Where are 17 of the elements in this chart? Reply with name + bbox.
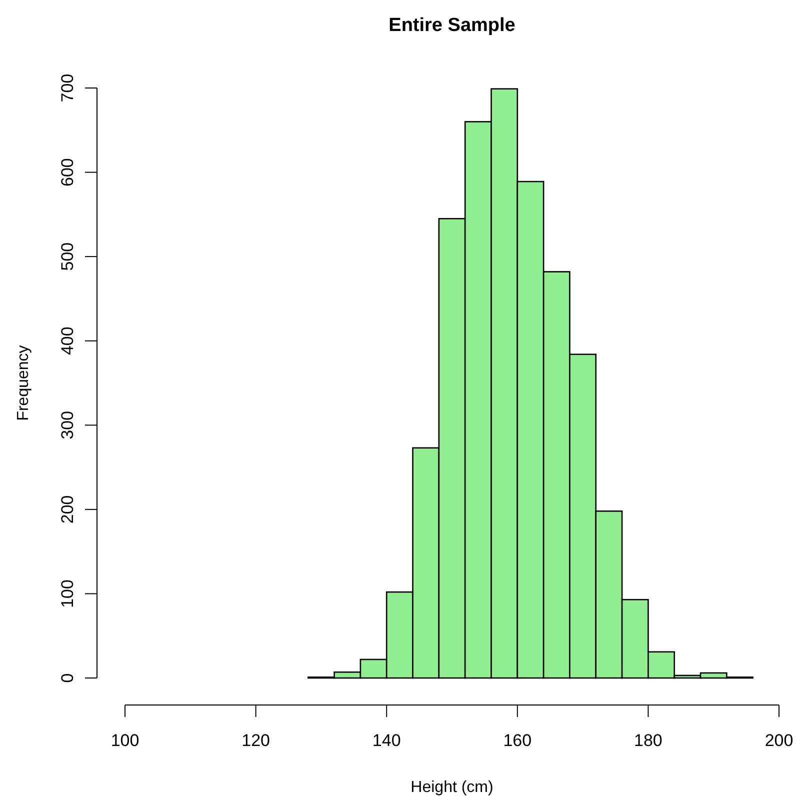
y-tick-label: 300	[58, 410, 77, 440]
x-tick-label: 100	[110, 731, 140, 750]
y-tick-label: 700	[58, 74, 77, 102]
y-tick-label: 400	[58, 326, 77, 356]
x-axis-title: Height (cm)	[410, 779, 494, 796]
x-tick-label: 140	[372, 731, 401, 750]
x-tick-label: 200	[764, 731, 794, 750]
y-tick-label: 500	[58, 242, 77, 271]
x-tick-label: 160	[503, 731, 532, 750]
y-tick-label: 0	[58, 673, 77, 683]
chart-title: Entire Sample	[388, 15, 516, 36]
x-tick-label: 120	[242, 731, 270, 750]
y-axis-title: Frequency	[15, 345, 32, 421]
y-tick-label: 100	[58, 580, 77, 608]
y-tick-label: 200	[58, 495, 77, 524]
y-tick-label: 600	[58, 158, 77, 186]
x-tick-label: 180	[634, 731, 662, 750]
